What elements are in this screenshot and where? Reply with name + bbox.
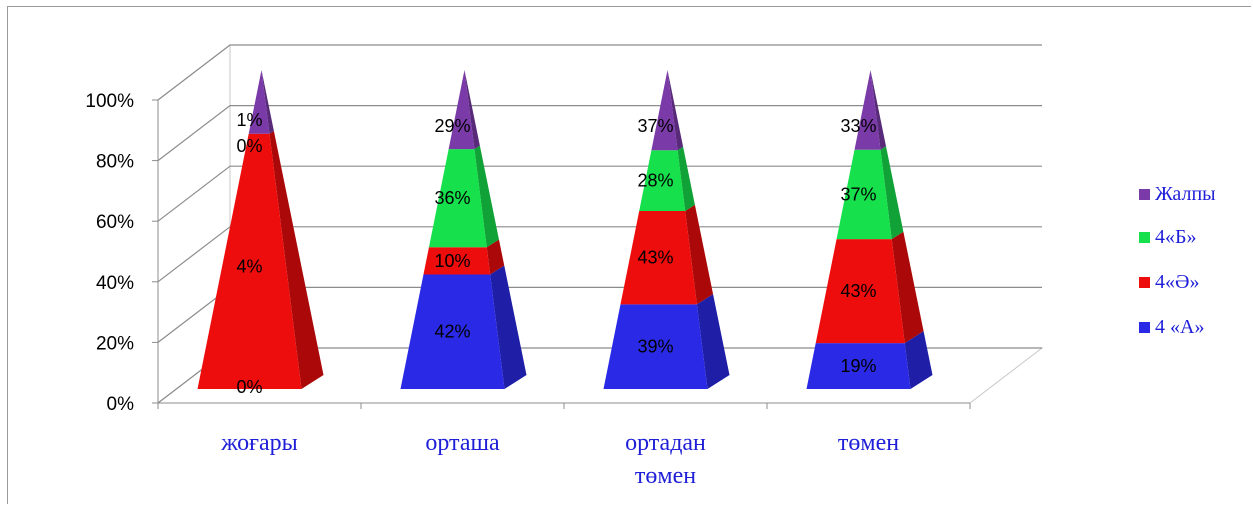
- pyramid-segment-side: [685, 204, 714, 305]
- pyramid-segment: [197, 133, 302, 389]
- data-label: 37%: [840, 184, 876, 204]
- pyramid-segment: [423, 247, 491, 275]
- pyramid-segment-side: [490, 265, 527, 389]
- legend-swatch: [1139, 189, 1150, 200]
- pyramid-segment-side: [870, 70, 886, 150]
- data-labels: 0% 4% 0% 1% 42% 10% 36% 29% 39% 43% 28% 37% 19% 43% 37…: [236, 110, 876, 397]
- gridline: [157, 226, 1042, 283]
- pyramid-segment: [651, 70, 678, 151]
- data-label: 1%: [236, 110, 262, 130]
- pyramid-segment: [620, 211, 697, 305]
- data-label: 39%: [637, 337, 673, 357]
- gridline: [157, 44, 1042, 101]
- legend-swatch: [1139, 322, 1150, 333]
- gridline: [157, 165, 1042, 222]
- pyramid-segment: [248, 70, 270, 134]
- pyramid-segment: [815, 239, 905, 344]
- legend-label: Жалпы: [1155, 183, 1216, 205]
- data-label: 4%: [236, 257, 262, 277]
- pyramid-segment-side: [696, 294, 730, 389]
- legend-label: 4«Б»: [1155, 226, 1196, 248]
- pyramid-segment-side: [880, 146, 904, 240]
- pyramid-segment: [448, 70, 475, 150]
- x-category-label: орташа: [425, 430, 500, 456]
- pyramid-segment: [428, 149, 487, 248]
- pyramid-segment-side: [464, 70, 480, 150]
- legend: Жалпы 4«Б» 4«Ә» 4 «А»: [1139, 183, 1216, 338]
- y-tick-label: 60%: [96, 212, 134, 233]
- pyramid-segment-side: [904, 331, 933, 389]
- data-label: 33%: [840, 116, 876, 136]
- legend-swatch: [1139, 232, 1150, 243]
- x-category-label: ортадан: [625, 430, 706, 456]
- pyramid-segment-side: [474, 145, 499, 248]
- data-label: 43%: [840, 281, 876, 301]
- pyramid-segment: [639, 150, 686, 212]
- y-tick-label: 80%: [96, 152, 134, 173]
- pyramid-segment-side: [261, 70, 274, 134]
- gridline: [157, 104, 1042, 162]
- y-tick-label: 0%: [107, 394, 135, 415]
- pyramid-segment: [836, 149, 892, 240]
- pyramid-segment: [854, 70, 881, 150]
- data-label: 43%: [637, 248, 673, 268]
- data-label: 42%: [434, 322, 470, 342]
- pyramid-segment-side: [486, 239, 505, 275]
- legend-swatch: [1139, 277, 1150, 288]
- data-label: 0%: [236, 136, 262, 156]
- x-category-label: төмен: [838, 430, 899, 456]
- y-tick-label: 100%: [85, 91, 134, 112]
- data-label: 10%: [434, 251, 470, 271]
- data-label: 37%: [637, 116, 673, 136]
- pyramid-segment-side: [891, 231, 924, 344]
- pyramid-segment-side: [269, 131, 324, 389]
- x-category-label: жоғары: [220, 430, 298, 456]
- data-label: 28%: [637, 171, 673, 191]
- x-axis: жоғары орташа ортадан төмен төмен: [157, 402, 971, 489]
- legend-label: 4 «А»: [1155, 316, 1204, 338]
- data-label: 0%: [236, 377, 262, 397]
- pyramid-segment: [400, 274, 505, 389]
- x-category-label: төмен: [635, 463, 696, 489]
- pyramid-segment-side: [677, 146, 695, 212]
- legend-label: 4«Ә»: [1155, 271, 1199, 293]
- chart-frame: [7, 6, 1251, 504]
- pyramid-segment: [806, 343, 911, 389]
- y-tick-label: 20%: [96, 333, 134, 354]
- pyramid-segment-side: [667, 70, 684, 151]
- pyramids: [197, 70, 933, 389]
- data-label: 29%: [434, 116, 470, 136]
- data-label: 19%: [840, 356, 876, 376]
- y-axis: 0% 20% 40% 60% 80% 100%: [85, 91, 159, 415]
- pyramid-segment: [603, 304, 708, 389]
- data-label: 36%: [434, 188, 470, 208]
- y-tick-label: 40%: [96, 273, 134, 294]
